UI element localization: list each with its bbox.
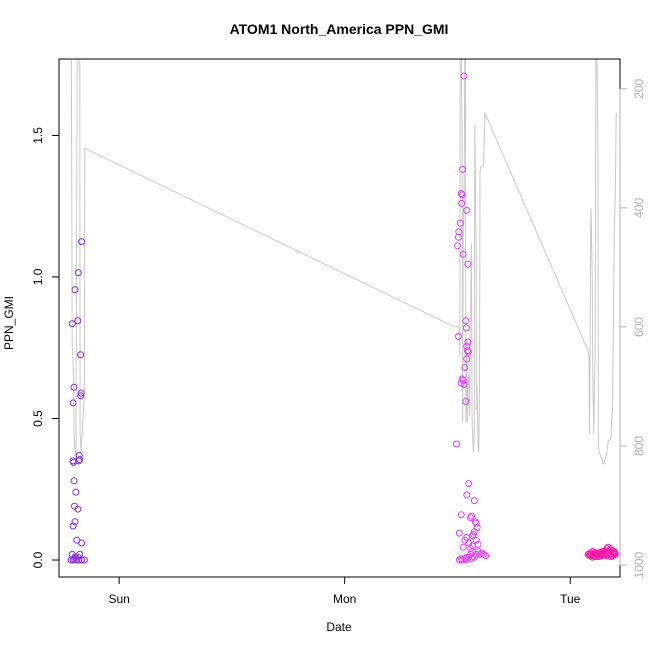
data-point — [459, 543, 467, 551]
data-point — [599, 551, 607, 559]
data-point — [472, 536, 480, 544]
data-point — [462, 398, 470, 405]
data-point — [463, 491, 471, 499]
data-point — [462, 317, 470, 325]
data-point — [604, 543, 612, 551]
data-point — [590, 549, 598, 557]
data-point — [75, 451, 83, 459]
data-point — [458, 191, 466, 199]
data-point — [71, 286, 79, 294]
data-point — [461, 555, 469, 563]
secondary-y-tick-label: 1000 — [632, 551, 646, 578]
data-point — [462, 324, 470, 332]
data-point — [473, 524, 481, 531]
data-point — [80, 556, 88, 564]
data-point — [455, 228, 463, 236]
y-tick-label: 0.0 — [31, 551, 45, 568]
data-point — [453, 440, 460, 448]
x-axis-label: Date — [326, 620, 352, 634]
data-point — [595, 553, 603, 561]
points-layer — [67, 72, 619, 564]
data-point — [463, 206, 471, 214]
data-point — [459, 250, 467, 258]
y-tick-label: 1.0 — [31, 268, 45, 285]
plot-frame — [58, 58, 621, 578]
data-point — [69, 399, 77, 407]
data-point — [463, 533, 471, 541]
data-point — [464, 348, 472, 356]
y-tick-label: 1.5 — [31, 127, 45, 144]
data-point — [76, 456, 84, 463]
data-point — [457, 511, 465, 519]
data-point — [77, 351, 85, 359]
data-point — [78, 556, 86, 564]
data-point — [453, 242, 461, 250]
data-point — [460, 72, 468, 80]
data-point — [464, 338, 472, 346]
x-tick-label: Sun — [108, 592, 129, 606]
data-point — [467, 514, 475, 522]
y-axis: 0.0 0.5 1.0 1.5 — [31, 127, 60, 568]
x-axis: Sun Mon Tue — [108, 576, 581, 606]
data-point — [70, 383, 78, 391]
data-point — [72, 488, 80, 496]
x-tick-label: Mon — [333, 592, 356, 606]
data-point — [471, 518, 479, 526]
data-point — [480, 550, 488, 558]
secondary-y-tick-label: 800 — [632, 436, 646, 456]
data-point — [482, 552, 490, 560]
data-point — [454, 332, 462, 340]
data-point — [458, 375, 466, 383]
data-point — [457, 190, 465, 197]
x-tick-label: Tue — [560, 592, 581, 606]
secondary-y-tick-label: 600 — [632, 317, 646, 337]
y-tick-label: 0.5 — [31, 410, 45, 427]
data-point — [74, 269, 82, 277]
data-point — [463, 347, 471, 355]
data-point — [470, 528, 478, 536]
secondary-y-axis: 200 400 600 800 1000 — [619, 78, 646, 578]
data-point — [472, 519, 480, 527]
data-point — [456, 219, 464, 227]
data-point — [77, 392, 85, 400]
y-axis-label: PPN_GMI — [2, 296, 16, 350]
data-point — [454, 233, 462, 241]
data-point — [465, 480, 473, 488]
data-point — [610, 548, 618, 555]
data-point — [74, 317, 82, 325]
data-point — [78, 238, 86, 246]
data-point — [461, 364, 469, 371]
data-point — [78, 539, 86, 547]
data-point — [606, 545, 614, 553]
data-point — [469, 542, 476, 550]
data-point — [70, 458, 78, 466]
data-point — [68, 320, 76, 328]
data-point — [464, 260, 472, 268]
data-point — [77, 389, 85, 397]
data-point — [458, 199, 466, 207]
secondary-y-tick-label: 200 — [632, 78, 646, 98]
data-point — [69, 522, 77, 530]
data-point — [463, 355, 471, 363]
altitude-layer — [70, 59, 617, 465]
altitude-line — [70, 59, 617, 465]
data-point — [459, 376, 467, 384]
data-point — [459, 165, 467, 173]
data-point — [611, 549, 619, 557]
data-point — [455, 529, 463, 537]
data-point — [70, 477, 78, 485]
data-point — [71, 518, 79, 526]
secondary-y-tick-label: 400 — [632, 198, 646, 218]
data-point — [74, 505, 82, 513]
data-point — [607, 553, 615, 561]
chart-title: ATOM1 North_America PPN_GMI — [230, 21, 449, 37]
data-point — [470, 497, 478, 505]
data-point — [468, 512, 475, 520]
